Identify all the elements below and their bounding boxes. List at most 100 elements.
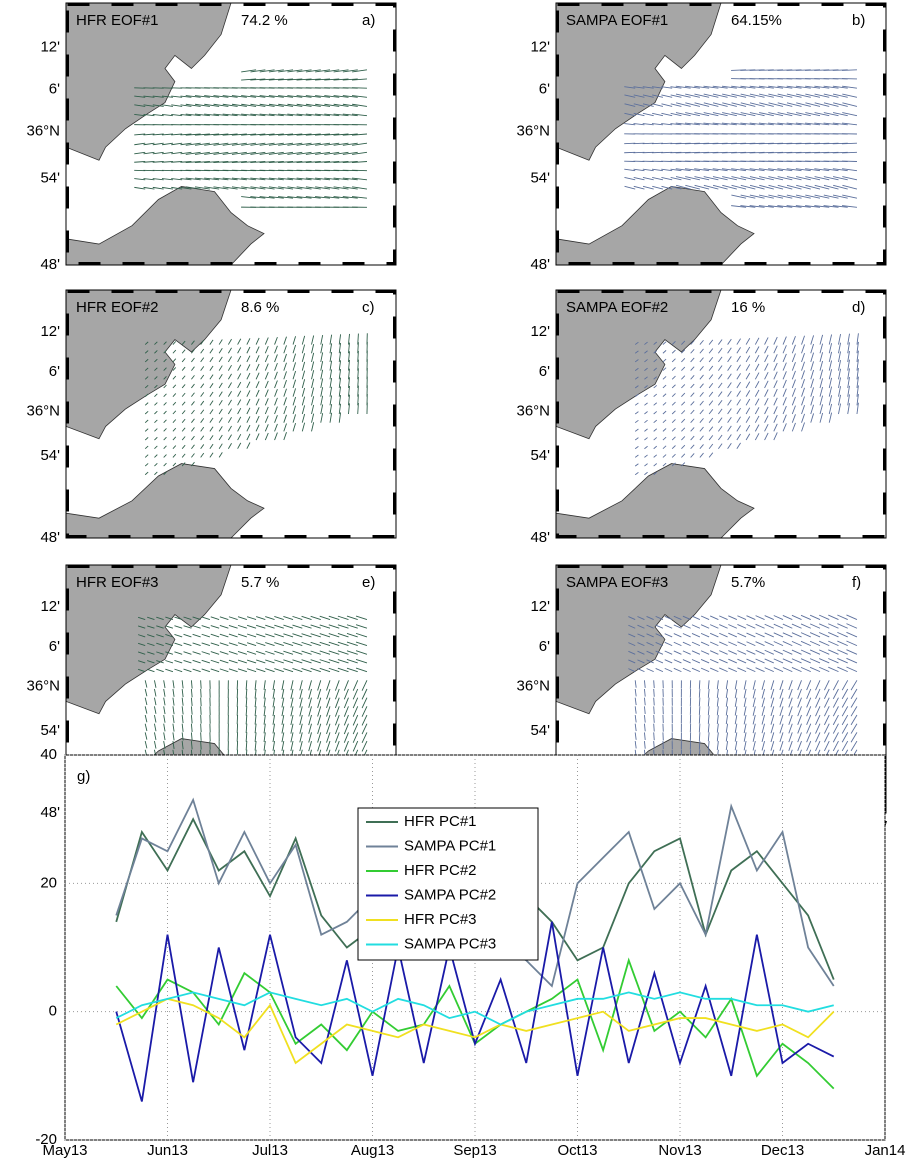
current-vector <box>642 86 654 89</box>
current-vector <box>153 714 157 723</box>
current-vector <box>317 706 322 717</box>
current-vector <box>278 151 294 155</box>
current-vector <box>644 341 648 345</box>
current-vector <box>143 104 155 107</box>
current-vector <box>334 740 340 752</box>
current-vector <box>152 178 164 181</box>
current-vector <box>305 113 321 117</box>
current-vector <box>343 688 349 700</box>
current-vector <box>671 367 676 371</box>
current-vector <box>770 706 775 717</box>
current-vector <box>315 186 331 190</box>
current-vector <box>788 723 793 734</box>
current-vector <box>823 184 839 190</box>
current-vector <box>163 428 167 432</box>
current-vector <box>181 688 184 698</box>
current-vector <box>245 715 248 725</box>
current-vector <box>828 666 839 673</box>
current-vector <box>644 463 648 467</box>
current-vector <box>716 697 719 707</box>
current-vector <box>823 723 830 734</box>
current-vector <box>646 633 654 638</box>
current-vector <box>850 688 858 700</box>
current-vector <box>287 186 303 190</box>
current-vector <box>218 417 223 423</box>
current-vector <box>754 354 760 363</box>
current-vector <box>324 196 340 199</box>
map-letter: d) <box>852 299 865 316</box>
current-vector <box>671 453 676 458</box>
current-vector <box>246 390 251 397</box>
current-vector <box>255 433 260 441</box>
current-vector <box>734 697 738 707</box>
current-vector <box>174 642 183 647</box>
current-vector <box>805 93 821 98</box>
current-vector <box>624 94 636 98</box>
current-vector <box>643 697 646 706</box>
current-vector <box>773 362 778 371</box>
current-vector <box>218 347 223 354</box>
current-vector <box>191 392 195 397</box>
current-vector <box>264 380 269 389</box>
current-vector <box>305 142 321 146</box>
current-vector <box>228 651 238 655</box>
current-vector <box>194 103 210 107</box>
current-vector <box>250 196 266 199</box>
current-vector <box>181 453 186 458</box>
current-vector <box>708 443 714 449</box>
current-vector <box>181 462 186 467</box>
current-vector <box>749 184 765 190</box>
current-vector <box>838 334 842 345</box>
x-tick-label: Aug13 <box>351 1142 394 1159</box>
current-vector <box>153 732 157 740</box>
series-line <box>115 997 835 1065</box>
current-vector <box>137 616 146 620</box>
current-vector <box>361 723 368 735</box>
current-vector <box>163 393 167 397</box>
current-vector <box>633 112 645 117</box>
current-vector <box>144 688 148 697</box>
current-vector <box>165 616 174 620</box>
current-vector <box>191 461 195 467</box>
current-vector <box>191 357 195 363</box>
current-vector <box>745 390 751 397</box>
current-vector <box>311 387 315 397</box>
current-vector <box>806 706 812 717</box>
current-vector <box>746 649 756 655</box>
current-vector <box>144 428 149 432</box>
current-vector <box>764 424 769 432</box>
current-vector <box>237 364 242 371</box>
current-vector <box>832 168 848 172</box>
current-vector <box>246 424 251 432</box>
map-title: HFR EOF#1 <box>76 12 159 29</box>
current-vector <box>185 186 201 190</box>
current-vector <box>791 388 796 397</box>
current-vector <box>703 112 719 117</box>
current-vector <box>731 85 747 89</box>
current-vector <box>675 176 691 181</box>
current-vector <box>727 425 732 432</box>
current-vector <box>263 741 266 751</box>
current-vector <box>801 370 805 380</box>
current-vector <box>228 616 238 620</box>
y-tick-label: 20 <box>40 874 57 891</box>
current-vector <box>768 93 784 98</box>
current-vector <box>653 358 658 363</box>
current-vector <box>292 650 303 655</box>
current-vector <box>847 359 850 371</box>
current-vector <box>296 142 312 146</box>
current-vector <box>153 688 157 697</box>
current-vector <box>272 706 276 717</box>
current-vector <box>823 706 830 717</box>
current-vector <box>782 362 787 371</box>
current-vector <box>703 184 719 190</box>
current-vector <box>768 176 784 181</box>
current-vector <box>191 401 195 406</box>
current-vector <box>716 732 719 742</box>
current-vector <box>712 122 728 126</box>
current-vector <box>324 151 340 155</box>
current-vector <box>213 186 229 190</box>
current-vector <box>281 706 285 717</box>
current-vector <box>788 680 793 691</box>
current-vector <box>690 418 695 423</box>
